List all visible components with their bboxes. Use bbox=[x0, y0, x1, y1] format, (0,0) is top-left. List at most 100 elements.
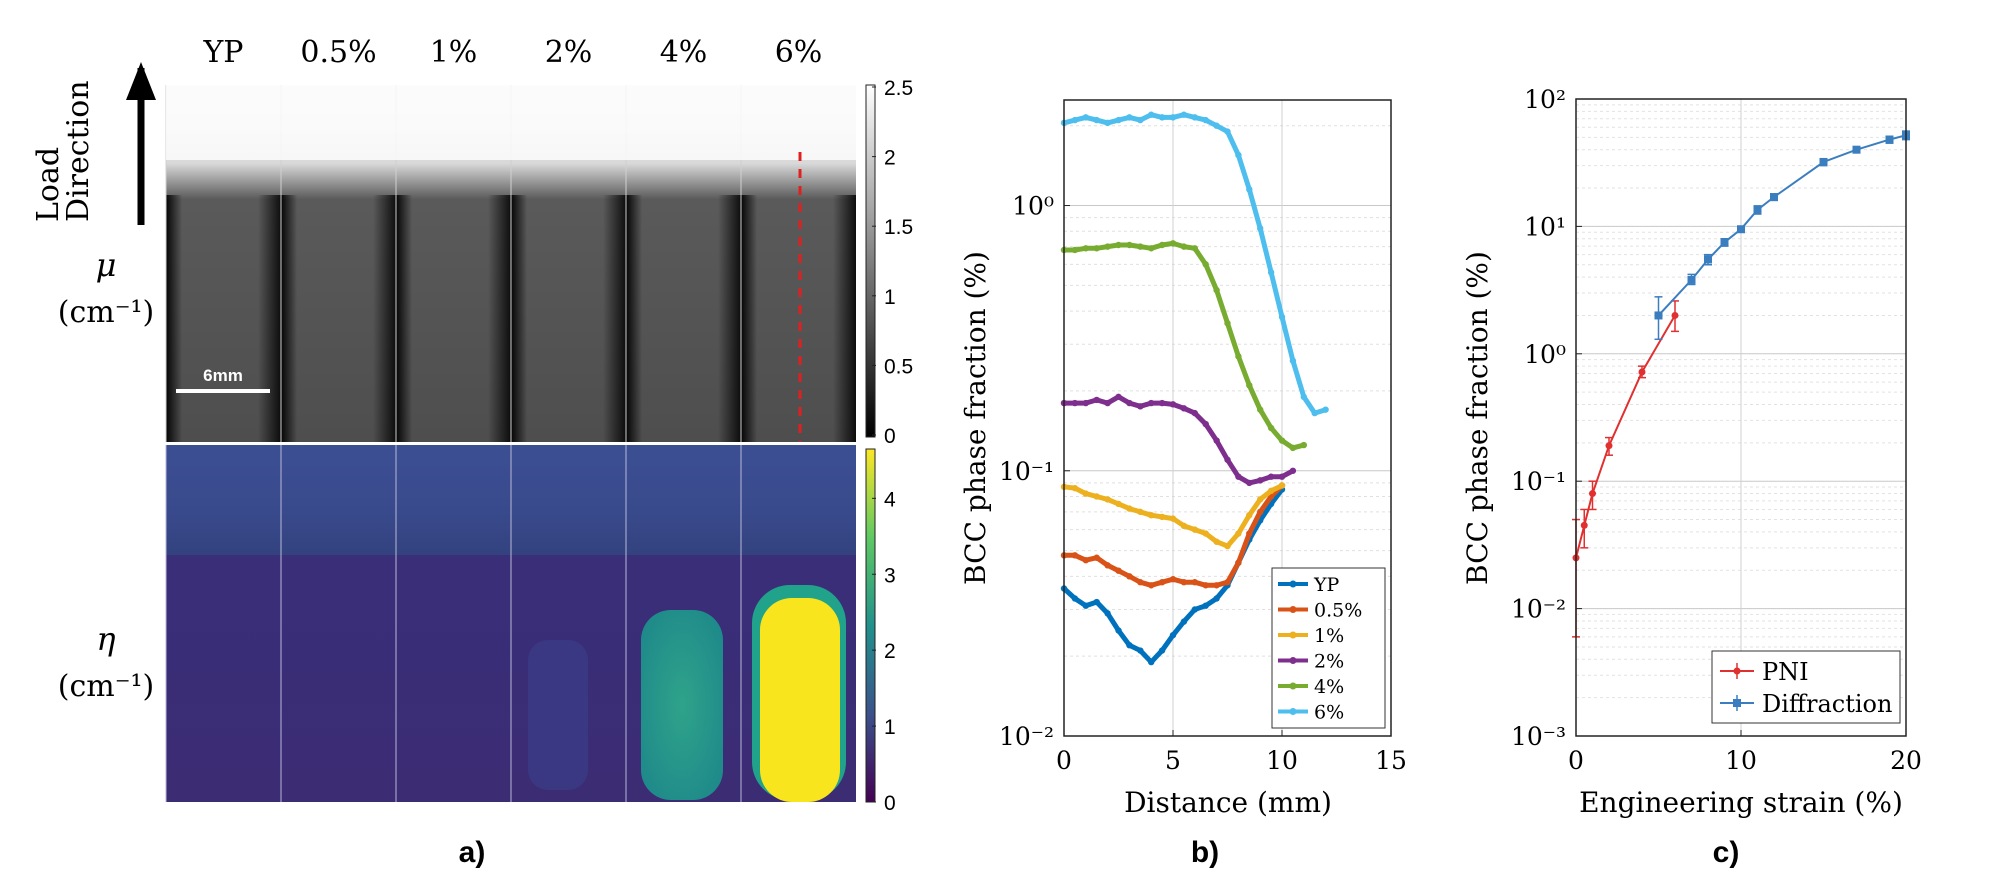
b-series-point bbox=[1158, 579, 1166, 586]
eta-cb-label-4: 0 bbox=[884, 792, 896, 815]
eta-cb-label-3: 1 bbox=[884, 716, 896, 739]
b-series-point bbox=[1104, 496, 1111, 503]
b-series-point bbox=[1235, 353, 1242, 360]
b-series-point bbox=[1224, 542, 1231, 550]
b-series-point bbox=[1126, 114, 1133, 121]
load-direction-label: Load Direction bbox=[31, 80, 96, 222]
panel-b: 10⁰ 10⁻¹ 10⁻²0 5 10 15 BCC phase fraction (%)… bbox=[959, 99, 1407, 869]
c-legend-marker-1 bbox=[1733, 699, 1741, 707]
b-series-point bbox=[1191, 245, 1199, 252]
b-series-point bbox=[1224, 128, 1231, 135]
b-series-point bbox=[1158, 241, 1166, 249]
b-legend-marker-0 bbox=[1289, 580, 1297, 588]
c-point bbox=[1580, 521, 1588, 529]
c-point bbox=[1687, 275, 1696, 284]
eta-bottom-0 bbox=[166, 555, 281, 802]
c-point bbox=[1589, 490, 1596, 498]
mu-column-edge-3 bbox=[511, 195, 626, 442]
b-series-point bbox=[1180, 522, 1188, 530]
c-ytick-label-1: 10¹ bbox=[1524, 212, 1566, 241]
mu-column-edge-2 bbox=[396, 195, 511, 442]
b-series-point bbox=[1115, 500, 1122, 508]
b-series-point bbox=[1257, 406, 1264, 413]
b-series-point bbox=[1169, 240, 1177, 247]
eta-colorbar bbox=[865, 448, 876, 803]
c-legend-box bbox=[1711, 650, 1901, 724]
b-series-point bbox=[1246, 382, 1253, 389]
b-series-point bbox=[1202, 602, 1209, 609]
b-series-point bbox=[1071, 246, 1079, 254]
mu-column-edge-5 bbox=[741, 195, 856, 442]
b-series-point bbox=[1115, 627, 1122, 634]
load-label: Load bbox=[31, 147, 66, 222]
b-series-point bbox=[1082, 602, 1090, 609]
b-series-point bbox=[1093, 598, 1100, 606]
panel-a-label: a) bbox=[459, 836, 486, 869]
mu-colorbar bbox=[865, 84, 876, 438]
b-series-point bbox=[1300, 441, 1308, 449]
b-series-point bbox=[1137, 647, 1144, 654]
eta-teal-region bbox=[641, 610, 723, 800]
b-legend-box bbox=[1271, 567, 1386, 729]
b-series-point bbox=[1267, 487, 1275, 495]
mu-cb-label-1: 2 bbox=[884, 147, 896, 170]
b-series-point bbox=[1093, 245, 1100, 252]
b-ytick-label-1: 10⁻¹ bbox=[999, 457, 1054, 486]
b-series-point bbox=[1071, 399, 1079, 407]
panel-b-label: b) bbox=[1191, 836, 1219, 869]
b-legend-marker-5 bbox=[1289, 708, 1297, 715]
b-xtick-label-0: 0 bbox=[1056, 746, 1072, 775]
c-point bbox=[1704, 255, 1712, 264]
b-series-point bbox=[1180, 405, 1188, 412]
b-series-point bbox=[1191, 114, 1199, 121]
b-series-point bbox=[1148, 582, 1155, 589]
b-series-point bbox=[1246, 186, 1253, 193]
c-ytick-label-0: 10² bbox=[1524, 85, 1566, 114]
b-series-point bbox=[1191, 526, 1199, 533]
b-series-point bbox=[1126, 505, 1133, 512]
b-series-line-3 bbox=[1061, 394, 1296, 486]
c-ytick-label-4: 10⁻² bbox=[1511, 595, 1566, 624]
b-ytick-label-0: 10⁰ bbox=[1012, 192, 1054, 221]
b-series-point bbox=[1137, 508, 1144, 516]
eta-top-2 bbox=[396, 445, 511, 555]
mu-colorbar-ticks: 2.5 2 1.5 1 0.5 0 bbox=[872, 77, 913, 448]
plot-b-xlabel: Distance (mm) bbox=[1124, 786, 1332, 819]
c-legend-label-0: PNI bbox=[1762, 658, 1809, 686]
b-series-point bbox=[1115, 116, 1122, 124]
b-series-point bbox=[1267, 473, 1275, 480]
b-series-point bbox=[1267, 424, 1275, 432]
column-label-3: 2% bbox=[545, 35, 593, 70]
eta-top-5 bbox=[741, 445, 856, 555]
b-series-point bbox=[1202, 116, 1209, 124]
b-series-point bbox=[1071, 484, 1079, 492]
scale-bar-label: 6mm bbox=[203, 366, 243, 385]
b-series-point bbox=[1158, 114, 1166, 121]
plot-b-legend: YP 0.5% 1% 2% 4% 6% bbox=[1271, 567, 1386, 729]
b-series-point bbox=[1257, 496, 1264, 503]
c-point bbox=[1671, 311, 1679, 319]
mu-image bbox=[165, 85, 856, 442]
b-series-point bbox=[1235, 151, 1242, 159]
plot-b-ticks: 10⁰ 10⁻¹ 10⁻²0 5 10 15 bbox=[999, 192, 1407, 775]
b-legend-label-2: 1% bbox=[1314, 625, 1344, 647]
b-series-point bbox=[1148, 111, 1155, 118]
b-series-point bbox=[1180, 618, 1188, 625]
b-series-point bbox=[1224, 579, 1231, 586]
b-xtick-label-1: 5 bbox=[1165, 746, 1181, 775]
b-series-point bbox=[1104, 399, 1111, 407]
eta-bottom-2 bbox=[396, 555, 511, 802]
mu-symbol: μ bbox=[96, 246, 117, 284]
b-series-point bbox=[1104, 243, 1111, 250]
b-series-point bbox=[1202, 582, 1209, 589]
c-point bbox=[1720, 238, 1729, 247]
b-series-point bbox=[1126, 399, 1133, 407]
b-series-point bbox=[1158, 399, 1166, 407]
b-series-point bbox=[1235, 559, 1242, 566]
b-series-point bbox=[1267, 269, 1275, 276]
b-series-point bbox=[1148, 245, 1155, 252]
eta-top-0 bbox=[166, 445, 281, 555]
column-label-4: 4% bbox=[660, 35, 708, 70]
b-series-point bbox=[1126, 573, 1133, 580]
c-xtick-label-1: 10 bbox=[1725, 746, 1757, 775]
